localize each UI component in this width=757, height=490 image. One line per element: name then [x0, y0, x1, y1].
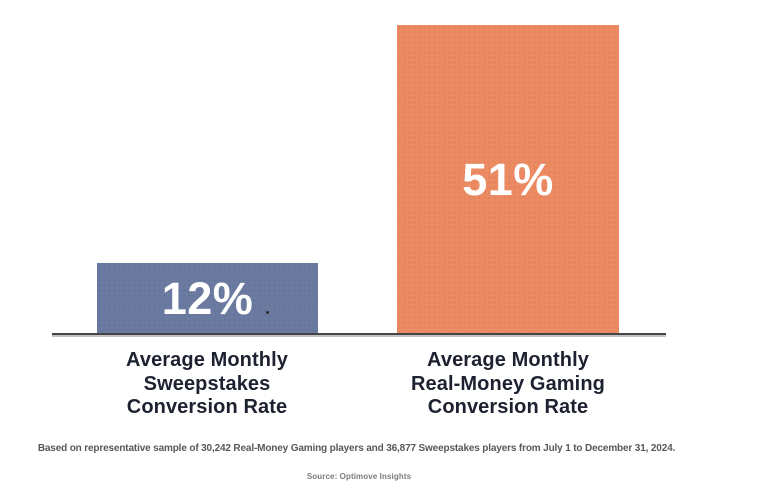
tiny-dot-annotation: [266, 311, 269, 314]
category-label-line: Sweepstakes: [143, 372, 271, 395]
bar-sweepstakes: 12%: [97, 263, 318, 335]
footnote: Based on representative sample of 30,242…: [37, 443, 676, 454]
category-label-line: Average Monthly: [126, 349, 288, 371]
category-label-line: Conversion Rate: [427, 396, 589, 418]
category-label-line: Average Monthly: [427, 349, 589, 371]
bar-value-sweepstakes: 12%: [161, 273, 254, 324]
source-credit: Source: Optimove Insights: [306, 472, 412, 481]
bar-value-real-money: 51%: [462, 154, 554, 205]
category-label-line: Real-Money Gaming: [411, 372, 605, 395]
bar-real-money-gaming: 51%: [397, 25, 619, 335]
category-label-sweepstakes: Average Monthly Sweepstakes Conversion R…: [76, 349, 338, 420]
category-label-line: Conversion Rate: [126, 396, 288, 418]
category-label-real-money: Average Monthly Real-Money Gaming Conver…: [377, 349, 639, 420]
x-axis-line: [52, 333, 666, 335]
